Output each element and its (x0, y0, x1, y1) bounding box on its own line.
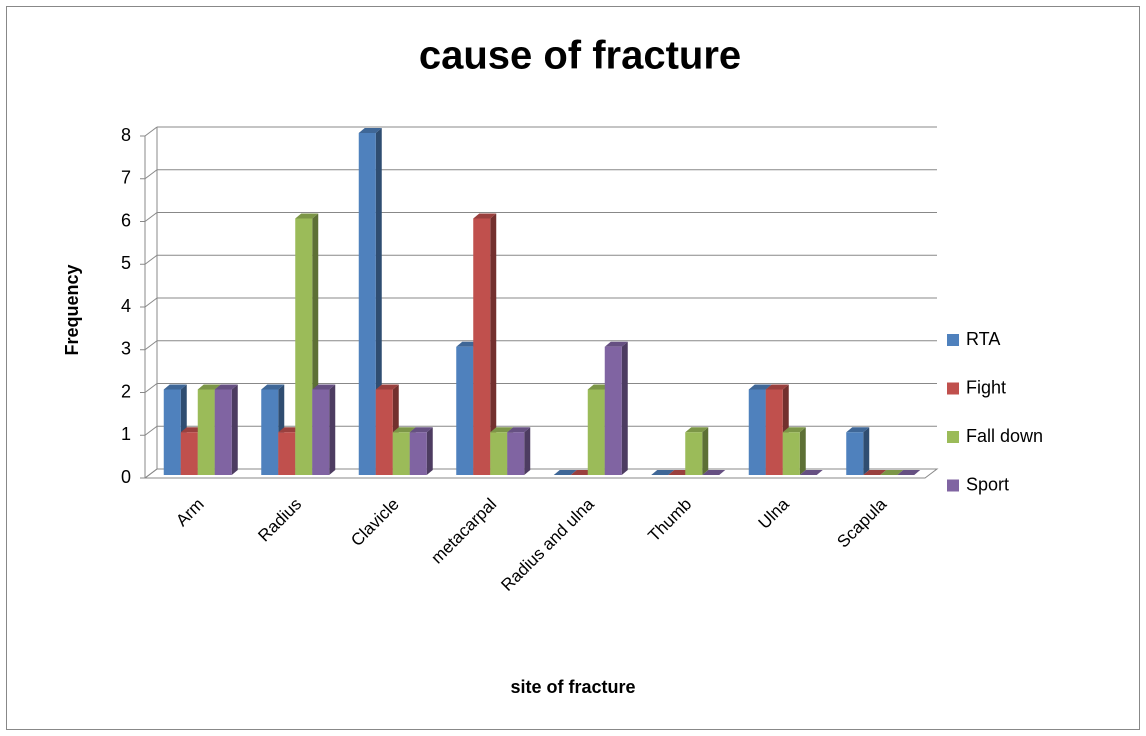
legend-swatch (947, 479, 959, 492)
legend-swatch (947, 431, 959, 443)
chart-title: cause of fracture (419, 34, 741, 78)
bar-side (621, 341, 628, 475)
bar (846, 432, 864, 475)
bar-top (604, 341, 628, 347)
legend-label: RTA (966, 329, 1000, 349)
legend-label: Fight (966, 377, 1006, 397)
bar (163, 389, 181, 475)
bar-top (863, 470, 887, 475)
y-tick-label: 0 (121, 467, 131, 487)
bar-top (375, 384, 399, 390)
bar-top (409, 427, 433, 433)
bar (312, 389, 330, 475)
bar-top (358, 128, 382, 133)
legend-label: Fall down (966, 426, 1043, 446)
x-axis-title: site of fracture (510, 677, 635, 697)
bar (685, 432, 703, 475)
bar (473, 218, 491, 475)
bar (765, 389, 783, 475)
bar-side (702, 427, 709, 475)
bar (375, 389, 393, 475)
bar-side (231, 384, 238, 475)
grid-line (144, 254, 158, 265)
bar-top (799, 470, 823, 475)
grid-line (144, 212, 158, 222)
grid-line (144, 425, 158, 436)
legend-swatch (947, 382, 959, 395)
legend-label: Sport (966, 474, 1009, 494)
y-axis-title: Frequency (62, 264, 82, 355)
bar (748, 389, 766, 475)
bar-top (846, 427, 870, 433)
grid-line (144, 169, 158, 180)
bar (261, 389, 279, 475)
bar-top (553, 470, 577, 475)
bar-side (490, 213, 497, 475)
bar-side (863, 427, 870, 475)
bar-side (329, 384, 336, 475)
bar-top (897, 470, 921, 475)
bar-top (490, 427, 514, 433)
bar-top (748, 384, 772, 390)
bar-top (651, 470, 675, 475)
bar-top (685, 427, 709, 433)
bar-top (197, 384, 221, 390)
y-tick-label: 2 (121, 381, 131, 401)
y-tick-label: 1 (121, 424, 131, 444)
bar-top (473, 213, 497, 219)
bar-top (392, 427, 416, 433)
chart-border (6, 6, 1140, 730)
bar (456, 346, 474, 475)
y-tick-label: 3 (121, 339, 131, 359)
bar-top (261, 384, 285, 390)
y-tick-label: 6 (121, 210, 131, 230)
bar-top (507, 427, 531, 433)
bar-top (765, 384, 789, 390)
bar-side (524, 427, 531, 475)
bar (587, 389, 605, 475)
bar-top (702, 470, 726, 475)
y-tick-label: 8 (121, 125, 131, 145)
bar (180, 432, 198, 475)
bar-side (426, 427, 433, 475)
bar (604, 346, 622, 475)
bar-top (214, 384, 238, 390)
bar (358, 133, 376, 475)
legend-swatch (947, 334, 959, 346)
grid-line (144, 297, 158, 308)
y-tick-label: 7 (121, 168, 131, 188)
bar (490, 432, 508, 475)
y-tick-label: 5 (121, 253, 131, 273)
bar-top (312, 384, 336, 390)
y-tick-label: 4 (121, 296, 131, 316)
bar (197, 389, 215, 475)
grid-line (144, 340, 158, 351)
bar (507, 432, 525, 475)
bar (214, 389, 232, 475)
bar (392, 432, 410, 475)
grid-line (144, 126, 158, 137)
grid-line (144, 468, 158, 479)
bar-top (295, 213, 319, 219)
bar (409, 432, 427, 475)
bar (782, 432, 800, 475)
bar-top (880, 470, 904, 475)
bar (278, 432, 296, 475)
bar-top (782, 427, 806, 433)
bar-side (799, 427, 806, 475)
bar-top (163, 384, 187, 390)
grid-line (144, 383, 158, 393)
bar (295, 218, 313, 475)
